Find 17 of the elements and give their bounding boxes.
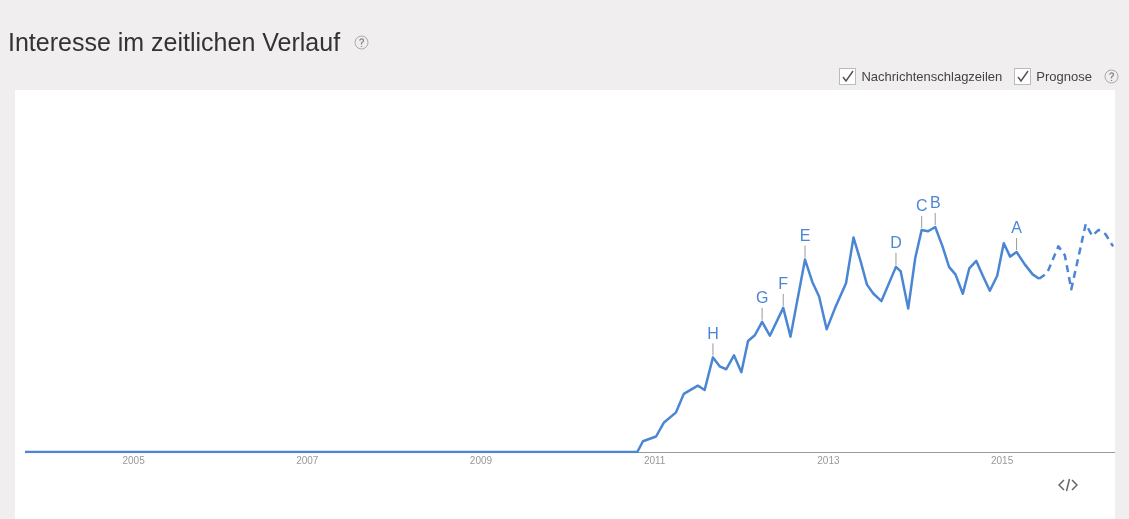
annotation: A [1011, 219, 1023, 237]
x-tick-label: 2005 [122, 454, 146, 466]
x-tick-label: 2007 [296, 454, 319, 466]
annotation: E [799, 226, 811, 244]
annotation: B [929, 194, 941, 212]
text: Prognose [1036, 69, 1092, 84]
annotation: H [707, 324, 719, 342]
x-tick-label: 2011 [643, 454, 666, 466]
annotation: D [890, 234, 902, 252]
x-tick-label: 2009 [469, 454, 493, 466]
annotation: G [755, 289, 769, 307]
x-tick-label: 2013 [817, 454, 840, 466]
annotation: C [915, 197, 928, 215]
chart-title: Interesse im zeitlichen Verlauf [8, 28, 341, 57]
text: Nachrichtenschlagzeilen [861, 69, 1003, 84]
x-tick-label: 2015 [990, 454, 1014, 466]
annotation: F [778, 275, 789, 293]
